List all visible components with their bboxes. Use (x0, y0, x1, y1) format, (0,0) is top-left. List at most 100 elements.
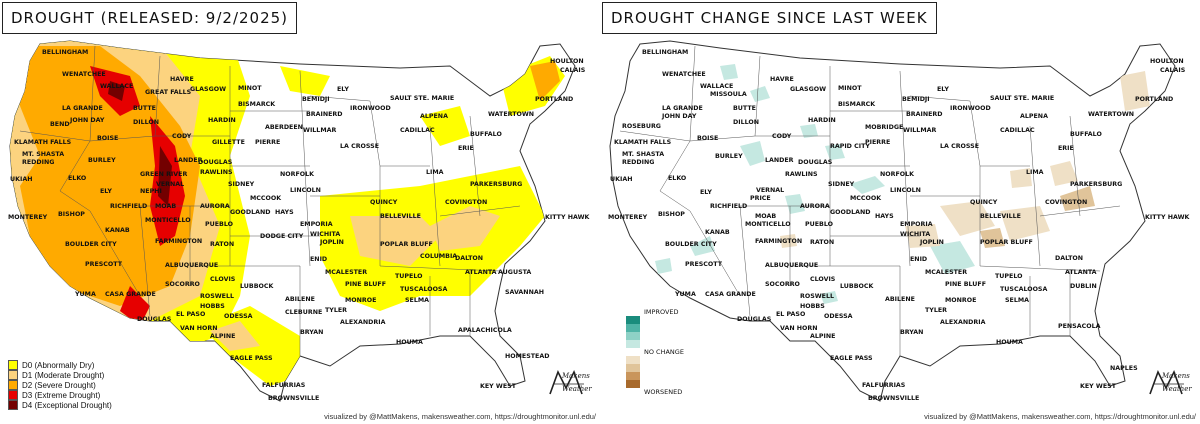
city-label: WILLMAR (903, 127, 936, 134)
city-label: RATON (810, 239, 834, 246)
city-label: FALFURRIAS (862, 382, 906, 389)
city-label: LUBBOCK (840, 283, 874, 290)
city-label: WENATCHEE (662, 71, 706, 78)
city-label: CODY (772, 133, 792, 140)
legend-item-d4: D4 (Exceptional Drought) (8, 400, 112, 410)
city-label: ELY (100, 188, 112, 195)
city-label: SOCORRO (765, 281, 801, 288)
city-label: AUGUSTA (498, 269, 531, 276)
legend-swatch (626, 372, 640, 380)
legend-item-d0: D0 (Abnormally Dry) (8, 360, 112, 370)
city-label: GOODLAND (830, 209, 870, 216)
city-label: JOHN DAY (661, 113, 697, 120)
city-label: HARDIN (208, 117, 236, 124)
city-label: CASA GRANDE (105, 291, 156, 298)
city-label: RICHFIELD (110, 203, 147, 210)
city-label: SOCORRO (165, 281, 201, 288)
city-label: BELLINGHAM (42, 49, 88, 56)
city-label: SELMA (405, 297, 429, 304)
city-label: ALPENA (1020, 113, 1048, 120)
city-label: SELMA (1005, 297, 1029, 304)
city-label: KLAMATH FALLS (14, 139, 72, 146)
city-label: LIMA (1026, 169, 1044, 176)
city-label: CLEBURNE (285, 309, 322, 316)
city-label: COVINGTON (445, 199, 487, 206)
city-label: DODGE CITY (260, 233, 304, 240)
city-label: MCALESTER (925, 269, 967, 276)
change-legend: IMPROVED NO CHANGE WORSENED (622, 306, 692, 406)
city-label: ELY (337, 86, 349, 93)
legend-item-d1: D1 (Moderate Drought) (8, 370, 112, 380)
legend-swatch (626, 364, 640, 372)
city-label: MISSOULA (710, 91, 747, 98)
city-label: HAVRE (170, 76, 194, 83)
city-label: LANDER (765, 157, 794, 164)
city-label: BROWNSVILLE (268, 395, 319, 402)
city-label: BOISE (697, 135, 718, 142)
city-label: MONROE (345, 297, 376, 304)
city-label: ABILENE (285, 296, 315, 303)
city-label: VERNAL (756, 187, 784, 194)
city-label: BEND (50, 121, 70, 128)
city-label: CODY (172, 133, 192, 140)
city-label: WICHITA (900, 231, 930, 238)
city-label: DILLON (733, 119, 759, 126)
city-label: REDDING (22, 159, 54, 166)
city-label: DOUGLAS (137, 316, 172, 323)
city-label: SAVANNAH (505, 289, 544, 296)
city-label: BUTTE (733, 105, 756, 112)
city-label: NORFOLK (280, 171, 315, 178)
city-label: ELY (937, 86, 949, 93)
city-label: FARMINGTON (755, 238, 802, 245)
city-label: CALAIS (560, 67, 586, 74)
city-label: CASA GRANDE (705, 291, 756, 298)
city-label: ROSWELL (800, 293, 834, 300)
city-label: LANDER (174, 157, 203, 164)
city-label: DUBLIN (1070, 283, 1097, 290)
city-label: FALFURRIAS (262, 382, 306, 389)
city-label: ENID (310, 256, 327, 263)
city-label: ERIE (1058, 145, 1074, 152)
city-label: NEPHI (140, 188, 162, 195)
legend-swatch (626, 316, 640, 324)
city-label: POPLAR BLUFF (980, 239, 1033, 246)
city-label: TUPELO (995, 273, 1023, 280)
city-label: MINOT (238, 85, 262, 92)
legend-item-d2: D2 (Severe Drought) (8, 380, 112, 390)
city-label: UKIAH (610, 176, 632, 183)
city-label: QUINCY (370, 199, 398, 206)
city-label: EL PASO (776, 311, 806, 318)
city-label: DOUGLAS (798, 159, 833, 166)
city-label: ALPINE (210, 333, 235, 340)
city-label: NORFOLK (880, 171, 915, 178)
city-label: BUFFALO (1070, 131, 1102, 138)
city-label: GREAT FALLS (145, 89, 192, 96)
city-label: SAULT STE. MARIE (390, 95, 454, 102)
city-label: KANAB (705, 229, 730, 236)
makens-weather-logo: Makens Weather (548, 368, 592, 398)
city-label: MOAB (155, 203, 176, 210)
city-label: PUEBLO (205, 221, 234, 228)
city-label: HOULTON (550, 58, 584, 65)
city-label: BISMARCK (238, 101, 276, 108)
city-label: PARKERSBURG (470, 181, 522, 188)
city-label: HOUMA (396, 339, 423, 346)
city-label: BUTTE (133, 105, 156, 112)
city-label: BISHOP (58, 211, 85, 218)
city-label: EMPORIA (300, 221, 333, 228)
legend-swatch (626, 332, 640, 340)
city-label: MT. SHASTA (22, 151, 64, 158)
city-label: PRESCOTT (685, 261, 723, 268)
city-label: DOUGLAS (737, 316, 772, 323)
city-label: BOISE (97, 135, 118, 142)
city-label: BELLINGHAM (642, 49, 688, 56)
city-label: CLOVIS (210, 276, 236, 283)
city-label: CADILLAC (400, 127, 435, 134)
city-label: VAN HORN (180, 325, 218, 332)
city-label: HARDIN (808, 117, 836, 124)
drought-map-title: DROUGHT (RELEASED: 9/2/2025) (2, 2, 298, 34)
city-label: CALAIS (1160, 67, 1186, 74)
city-label: MINOT (838, 85, 862, 92)
city-label: EL PASO (176, 311, 206, 318)
city-label: EAGLE PASS (830, 355, 873, 362)
